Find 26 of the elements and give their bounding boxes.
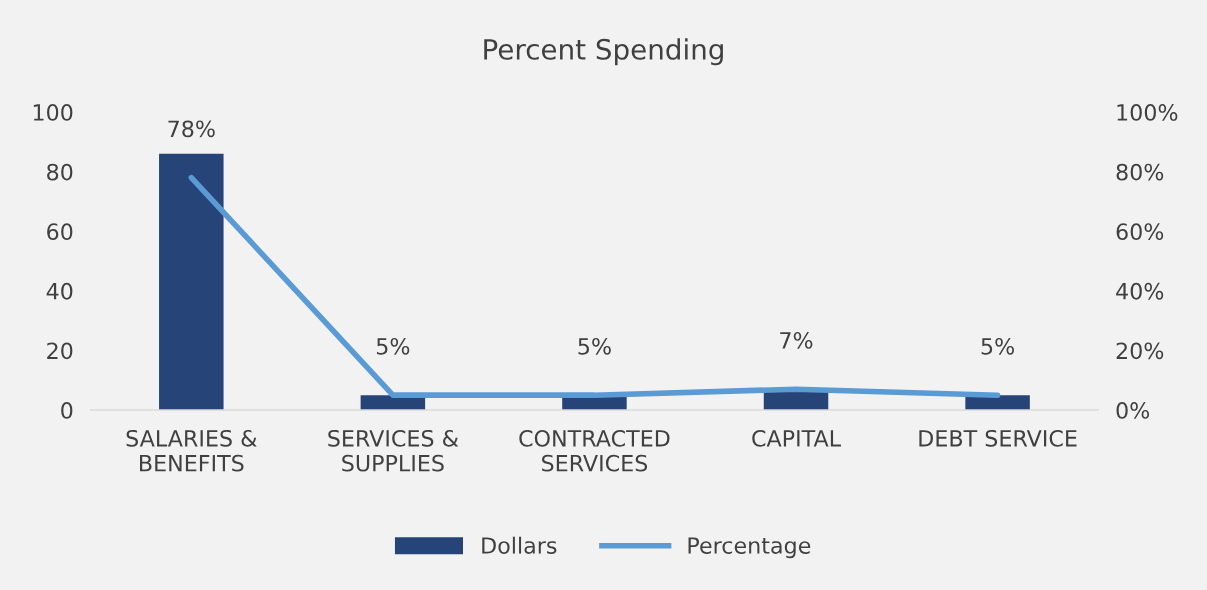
x-tick-label: SALARIES & BENEFITS — [126, 429, 257, 472]
y2-tick-label: 60% — [1116, 223, 1164, 241]
y-tick-label: 100 — [33, 104, 73, 121]
x-tick-label: SERVICES & SUPPLIES — [328, 429, 459, 472]
x-tick-label: DEBT SERVICE — [919, 429, 1077, 447]
bar — [159, 153, 224, 411]
y2-tick-label: 0% — [1116, 402, 1150, 419]
y2-tick-label: 20% — [1116, 342, 1164, 360]
x-tick-label: CONTRACTED SERVICES — [519, 429, 670, 472]
y2-tick-label: 40% — [1116, 282, 1164, 300]
data-label: 5% — [376, 337, 410, 355]
legend-label: Percentage — [688, 537, 811, 559]
data-label: 5% — [981, 337, 1014, 355]
data-label: 5% — [578, 337, 611, 355]
y-tick-label: 40 — [46, 282, 73, 300]
chart-title: Percent Spending — [484, 38, 723, 66]
y-tick-label: 60 — [47, 223, 73, 241]
y-tick-label: 80 — [47, 163, 73, 181]
x-tick-label: CAPITAL — [752, 429, 841, 447]
y2-tick-label: 80% — [1116, 163, 1164, 181]
data-label: 78% — [168, 120, 215, 138]
legend-label: Dollars — [482, 536, 557, 554]
y2-tick-label: 100% — [1117, 104, 1178, 121]
data-label: 7% — [780, 331, 813, 349]
y-tick-label: 0 — [61, 402, 73, 419]
y-tick-label: 20 — [47, 342, 73, 360]
